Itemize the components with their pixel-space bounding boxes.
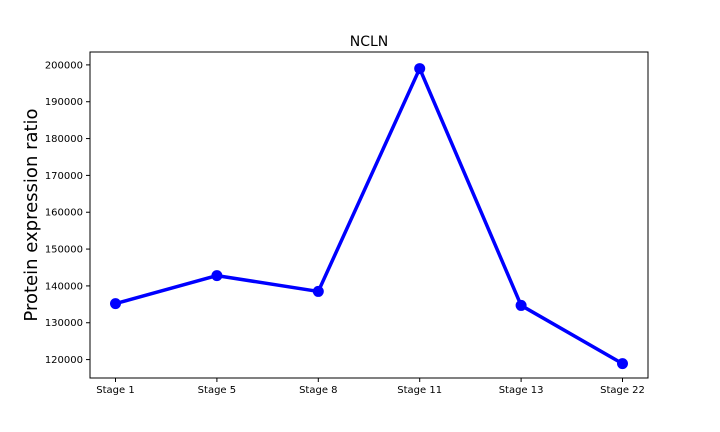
data-point [515, 299, 527, 311]
x-tick-label: Stage 8 [299, 385, 337, 396]
x-tick-label: Stage 11 [397, 385, 442, 396]
x-axis: Stage 1 Stage 5 Stage 8 Stage 11 Stage 13 Sta… [96, 378, 645, 396]
x-tick-label: Stage 1 [96, 385, 134, 396]
data-point [414, 63, 426, 75]
y-tick-label: 120000 [45, 355, 83, 366]
chart-title: NCLN [350, 34, 389, 50]
plot-frame [89, 51, 649, 379]
y-tick-label: 170000 [45, 171, 83, 182]
data-point [312, 285, 324, 297]
x-tick-label: Stage 5 [198, 385, 236, 396]
data-point [617, 358, 628, 370]
y-axis-label: Protein expression ratio [21, 108, 42, 321]
y-axis: 120000 130000 140000 150000 160000 170000 1800… [45, 60, 90, 366]
y-tick-label: 130000 [45, 318, 83, 329]
y-tick-label: 160000 [45, 208, 83, 219]
y-tick-label: 180000 [45, 134, 83, 145]
data-point [211, 270, 223, 282]
x-tick-label: Stage 13 [499, 385, 544, 396]
y-tick-label: 200000 [45, 60, 83, 71]
y-tick-label: 190000 [45, 97, 83, 108]
y-tick-label: 140000 [45, 281, 83, 292]
series-group [110, 63, 628, 370]
y-tick-label: 150000 [45, 245, 83, 256]
data-point [110, 298, 121, 310]
series-line [113, 66, 625, 366]
x-tick-label: Stage 22 [600, 385, 645, 396]
